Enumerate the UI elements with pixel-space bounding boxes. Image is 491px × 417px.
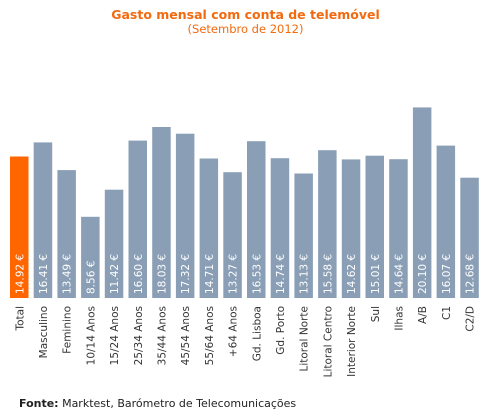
bar-7 bbox=[175, 133, 195, 298]
bar-0 bbox=[10, 156, 29, 298]
category-label: C1 bbox=[441, 306, 453, 320]
bar-value-label: 14.74 € bbox=[275, 254, 287, 294]
category-label: Masculino bbox=[38, 306, 50, 358]
category-label: 15/24 Anos bbox=[109, 306, 121, 365]
bar-2 bbox=[57, 170, 76, 298]
category-label: Interior Norte bbox=[346, 306, 358, 377]
source-text: Marktest, Barómetro de Telecomunicações bbox=[58, 397, 297, 410]
category-label: 25/34 Anos bbox=[133, 306, 145, 365]
category-label: 55/64 Anos bbox=[204, 306, 216, 365]
bar-9 bbox=[223, 172, 242, 298]
bar-13 bbox=[318, 150, 337, 298]
source-note: Fonte: Marktest, Barómetro de Telecomuni… bbox=[19, 397, 296, 410]
bar-value-label: 16.07 € bbox=[441, 254, 453, 294]
category-label: A/B bbox=[417, 306, 429, 324]
bar-value-label: 16.53 € bbox=[251, 254, 263, 294]
bar-value-label: 14.62 € bbox=[346, 254, 358, 294]
bar-value-label: 12.68 € bbox=[465, 254, 477, 294]
bar-19 bbox=[460, 177, 479, 298]
bar-value-label: 14.64 € bbox=[393, 254, 405, 294]
bar-value-label: 13.13 € bbox=[299, 254, 311, 294]
bar-8 bbox=[199, 158, 219, 298]
category-label: Total bbox=[14, 306, 26, 332]
chart-subtitle: (Setembro de 2012) bbox=[187, 22, 304, 36]
category-label: Litoral Centro bbox=[322, 306, 334, 377]
category-label: Ilhas bbox=[393, 306, 405, 331]
category-label: Feminino bbox=[62, 306, 74, 354]
bar-value-label: 8.56 € bbox=[85, 261, 97, 294]
bar-16 bbox=[389, 159, 408, 298]
bar-3 bbox=[81, 216, 100, 298]
bar-4 bbox=[104, 189, 124, 298]
chart-title: Gasto mensal com conta de telemóvel bbox=[111, 7, 380, 22]
bar-value-label: 17.32 € bbox=[180, 254, 192, 294]
bar-value-label: 13.27 € bbox=[228, 254, 240, 294]
bar-value-label: 14.71 € bbox=[204, 254, 216, 294]
category-label: Litoral Norte bbox=[299, 306, 311, 372]
bar-value-label: 11.42 € bbox=[109, 254, 121, 294]
bar-value-label: 13.49 € bbox=[62, 254, 74, 294]
category-label: 10/14 Anos bbox=[85, 306, 97, 365]
bar-value-label: 16.60 € bbox=[133, 254, 145, 294]
bar-17 bbox=[412, 107, 432, 299]
bar-value-label: 15.01 € bbox=[370, 254, 382, 294]
bar-12 bbox=[294, 173, 313, 298]
bar-value-label: 16.41 € bbox=[38, 254, 50, 294]
bar-10 bbox=[247, 141, 266, 298]
category-label: Sul bbox=[370, 306, 382, 322]
bar-value-label: 14.92 € bbox=[14, 254, 26, 294]
category-label: Gd. Lisboa bbox=[251, 306, 263, 361]
bar-18 bbox=[436, 145, 456, 298]
category-label: Gd. Porto bbox=[275, 306, 287, 355]
bar-11 bbox=[270, 158, 290, 298]
source-label: Fonte: bbox=[19, 397, 59, 410]
category-label: C2/D bbox=[465, 306, 477, 332]
bar-value-label: 18.03 € bbox=[156, 254, 168, 294]
bar-1 bbox=[33, 142, 53, 298]
bar-6 bbox=[152, 127, 171, 298]
bar-value-label: 20.10 € bbox=[417, 254, 429, 294]
category-label: +64 Anos bbox=[228, 306, 240, 357]
bar-14 bbox=[341, 159, 361, 298]
category-label: 35/44 Anos bbox=[156, 306, 168, 365]
bar-value-label: 15.58 € bbox=[322, 254, 334, 294]
bar-5 bbox=[128, 140, 147, 298]
category-label: 45/54 Anos bbox=[180, 306, 192, 365]
bar-15 bbox=[365, 155, 384, 298]
